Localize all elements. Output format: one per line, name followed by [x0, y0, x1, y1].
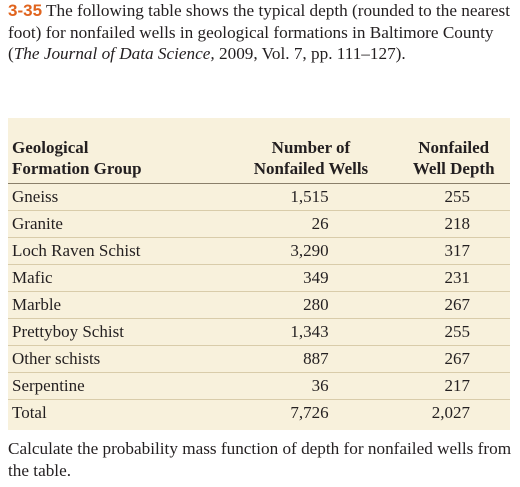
problem-number: 3-35	[8, 1, 43, 20]
header-cell: Geological Formation Group	[8, 118, 223, 184]
formation-cell: Other schists	[8, 345, 223, 373]
wells-cell: 1,515	[222, 183, 329, 211]
spacer-cell	[328, 318, 400, 346]
depth-cell: 2,027	[431, 403, 470, 422]
data-table: Geological Formation Group Number of Nonfai…	[8, 118, 510, 426]
problem-statement: 3-35 The following table shows the typica…	[8, 0, 514, 65]
wells-cell: 887	[222, 345, 329, 373]
table-row: Mafic 349 231	[8, 264, 510, 292]
wells-cell: 3,290	[222, 237, 329, 265]
depth-cell: 255	[399, 183, 510, 211]
table-row: Marble 280 267	[8, 291, 510, 319]
depth-cell: 218	[399, 210, 510, 238]
wells-cell: 26	[222, 210, 329, 238]
table-panel: Geological Formation Group Number of Nonfai…	[8, 118, 510, 430]
spacer-cell	[328, 264, 400, 292]
wells-cell: 36	[222, 372, 329, 400]
formation-cell: Gneiss	[8, 183, 223, 211]
table-row: Loch Raven Schist 3,290 317	[8, 237, 510, 265]
spacer-cell	[328, 183, 400, 211]
depth-cell: 267	[399, 291, 510, 319]
header-row: Geological Formation Group Number of Nonfai…	[8, 118, 510, 184]
wells-cell: 1,343	[222, 318, 329, 346]
wells-cell: 280	[222, 291, 329, 319]
depth-cell: 231	[399, 264, 510, 292]
header-text: Formation Group	[12, 159, 142, 178]
formation-cell: Serpentine	[8, 372, 223, 400]
header-text: Number of	[271, 138, 351, 157]
header-cell: Nonfailed Well Depth	[399, 118, 510, 184]
depth-cell: 317	[399, 237, 510, 265]
depth-cell: 255	[399, 318, 510, 346]
table-row: Prettyboy Schist 1,343 255	[8, 318, 510, 346]
table-body: Gneiss 1,515 255 Granite 26 218 Loch Raven Sch…	[8, 183, 510, 427]
formation-cell: Total	[12, 403, 47, 422]
intro-text: The following table shows the typical de…	[8, 1, 510, 64]
closing-text: Calculate the probability mass function …	[8, 439, 512, 480]
table-row: Total 7,726 2,027	[8, 400, 510, 427]
spacer-cell	[328, 237, 400, 265]
header-text: Nonfailed Wells	[253, 159, 369, 178]
depth-cell: 267	[399, 345, 510, 373]
formation-cell: Mafic	[8, 264, 223, 292]
header-text: Nonfailed	[418, 138, 490, 157]
intro-text: 2009, Vol. 7, pp. 111–127).	[214, 44, 406, 64]
journal-name: The Journal of Data Science,	[13, 44, 215, 64]
header-cell: Number of Nonfailed Wells	[222, 118, 400, 184]
formation-cell: Granite	[8, 210, 223, 238]
table-row: Other schists 887 267	[8, 345, 510, 373]
table-row: Serpentine 36 217	[8, 372, 510, 400]
wells-cell: 349	[222, 264, 329, 292]
header-text: Geological	[12, 138, 89, 157]
spacer-cell	[328, 372, 400, 400]
formation-cell: Marble	[8, 291, 223, 319]
depth-cell: 217	[399, 372, 510, 400]
wells-cell: 7,726	[290, 403, 329, 422]
spacer-cell	[328, 345, 400, 373]
spacer-cell	[328, 210, 400, 238]
table-row: Gneiss 1,515 255	[8, 183, 510, 211]
spacer-cell	[328, 291, 400, 319]
formation-cell: Loch Raven Schist	[8, 237, 223, 265]
table-row: Granite 26 218	[8, 210, 510, 238]
header-text: Well Depth	[412, 159, 495, 178]
spacer-cell	[329, 400, 400, 427]
formation-cell: Prettyboy Schist	[8, 318, 223, 346]
